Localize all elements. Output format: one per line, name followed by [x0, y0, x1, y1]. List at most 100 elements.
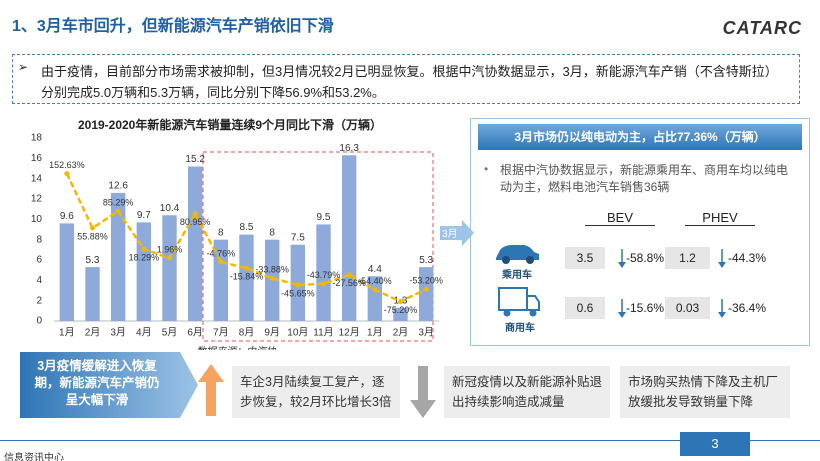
table-cell: 0.6 — [565, 297, 605, 319]
bar-label: 5.3 — [86, 255, 100, 266]
column-header: BEV — [585, 210, 655, 226]
bar-label: 12.6 — [108, 181, 128, 192]
source-note: 数据来源：中汽协 — [196, 346, 277, 350]
line-label: -53.20% — [409, 275, 443, 285]
row-label: 商用车 — [505, 323, 535, 334]
x-tick-label: 6月 — [187, 327, 203, 339]
x-tick-label: 2月 — [393, 327, 409, 339]
footer-text: 信息资讯中心 — [4, 453, 64, 461]
highlight-box — [202, 151, 434, 342]
bar — [341, 155, 357, 321]
x-tick-label: 5月 — [162, 327, 178, 339]
line-marker — [269, 275, 275, 281]
line-label: 1.96% — [157, 245, 183, 255]
page-number: 3 — [680, 432, 750, 456]
point-box: 市场购买热情下降及主机厂放缓批发导致销量下降 — [620, 366, 790, 418]
down-arrow-icon — [618, 249, 626, 268]
line-marker — [115, 208, 121, 214]
y-tick-label: 16 — [31, 153, 43, 164]
line-marker — [346, 272, 352, 278]
line-label: -4.76% — [207, 248, 236, 258]
x-tick-label: 9月 — [264, 327, 280, 339]
bar — [418, 267, 434, 321]
x-tick-label: 11月 — [313, 327, 333, 339]
column-header: PHEV — [685, 210, 755, 226]
line-label: -43.79% — [307, 270, 341, 280]
x-tick-label: 1月 — [59, 327, 75, 339]
y-tick-label: 8 — [36, 234, 42, 245]
panel-text: 根据中汽协数据显示，新能源乘用车、商用车均以纯电动为主，燃料电池汽车销售36辆 — [500, 163, 789, 194]
x-tick-label: 2月 — [85, 327, 101, 339]
line-marker — [295, 282, 301, 288]
line-marker — [167, 255, 172, 261]
bar — [162, 215, 177, 321]
line-marker — [244, 265, 249, 271]
y-tick-label: 18 — [31, 133, 43, 144]
line-marker — [372, 287, 378, 293]
point-box: 车企3月陆续复工复产，逐步恢复，较2月环比增长3倍 — [232, 366, 400, 418]
bar-label: 8 — [218, 227, 224, 238]
arrow-shape — [440, 220, 474, 246]
summary-text: 3月疫情缓解进入恢复期，新能源汽车产销仍呈大幅下滑 — [34, 359, 160, 407]
footer-line — [0, 440, 820, 441]
chart: 2019-2020年新能源汽车销量连续9个月同比下滑（万辆） 0 2 4 6 8 10 12… — [31, 117, 443, 350]
line-marker — [423, 286, 429, 292]
down-arrow-icon — [718, 299, 726, 318]
y-tick-label: 10 — [31, 214, 43, 225]
y-tick-label: 6 — [36, 255, 42, 266]
y-tick-label: 0 — [36, 316, 42, 327]
bar — [59, 223, 75, 321]
up-arrow — [198, 364, 224, 416]
down-arrow-icon — [618, 299, 626, 318]
x-tick-label: 3月 — [418, 327, 434, 339]
x-tick-label: 12月 — [339, 327, 360, 339]
bar — [110, 192, 126, 321]
line-label: 55.88% — [77, 231, 108, 241]
down-arrow — [410, 366, 436, 418]
line-label: -54.40% — [358, 276, 392, 286]
bar-label: 5.3 — [419, 255, 433, 266]
arrow-label: 3月 — [442, 229, 458, 240]
bar — [85, 267, 100, 321]
bar — [239, 234, 254, 321]
x-tick-label: 1月 — [367, 327, 383, 339]
y-tick-label: 4 — [36, 275, 42, 286]
line-label: -27.56% — [332, 278, 366, 288]
table-cell: 3.5 — [565, 247, 605, 269]
panel-header: 3月市场仍以纯电动为主，占比77.36%（万辆） — [478, 124, 802, 150]
line-marker — [398, 298, 403, 304]
bar-label: 9.6 — [60, 211, 74, 222]
line-label: -15.84% — [230, 272, 264, 282]
bar — [316, 224, 331, 321]
bar-label: 7.5 — [291, 232, 305, 243]
right-panel — [470, 118, 810, 346]
table-cell: -58.8% — [625, 251, 665, 265]
down-arrow-icon — [718, 249, 726, 268]
x-tick-label: 7月 — [213, 327, 229, 339]
line-label: 85.29% — [103, 198, 134, 208]
x-tick-label: 4月 — [136, 327, 152, 339]
table-cell: -15.6% — [625, 301, 665, 315]
line-marker — [64, 171, 70, 177]
bullet-icon: • — [484, 162, 489, 176]
line-label: 18.29% — [129, 252, 160, 262]
x-tick-label: 10月 — [287, 327, 308, 339]
table-cell: 1.2 — [665, 247, 710, 269]
bar-label: 4.4 — [368, 264, 382, 275]
line-marker — [218, 259, 224, 265]
line-label: -45.65% — [281, 288, 315, 298]
y-tick-label: 12 — [31, 194, 43, 205]
table-cell: -44.3% — [727, 251, 767, 265]
line-label: -33.88% — [255, 265, 289, 275]
summary-shape — [20, 352, 198, 418]
bullet-icon: ➢ — [18, 60, 29, 74]
bar — [393, 307, 408, 321]
y-tick-label: 2 — [36, 295, 42, 306]
chart-title: 2019-2020年新能源汽车销量连续9个月同比下滑（万辆） — [78, 117, 382, 132]
bar-label: 9.5 — [317, 212, 331, 223]
row-label: 乘用车 — [502, 270, 532, 281]
bar-label: 10.4 — [160, 203, 180, 214]
intro-box: 由于疫情，目前部分市场需求被抑制，但3月情况较2月已明显恢复。根据中汽协数据显示… — [12, 54, 800, 104]
bar — [213, 239, 229, 321]
